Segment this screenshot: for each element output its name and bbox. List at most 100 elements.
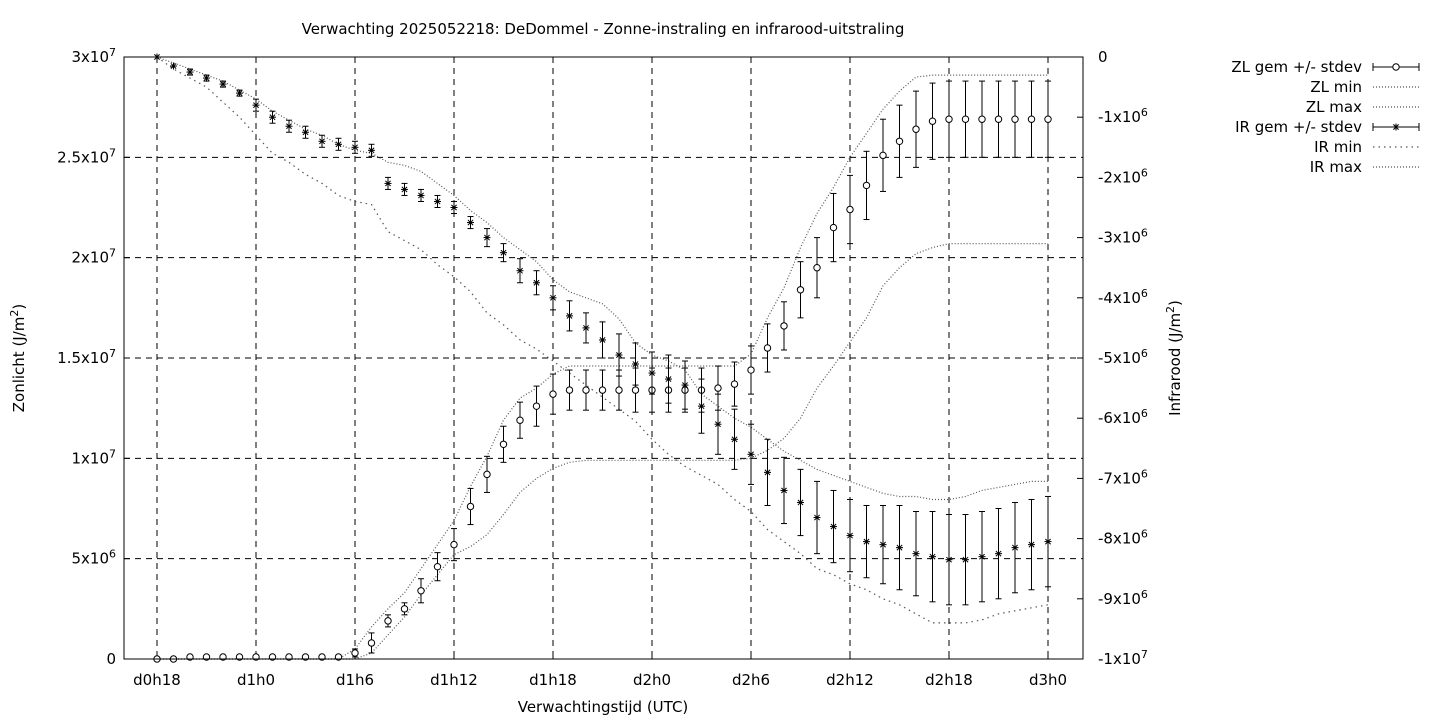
ir-mean-point bbox=[615, 351, 623, 359]
ir-mean-point bbox=[830, 523, 837, 531]
zl-mean-point bbox=[961, 115, 970, 123]
ir-mean-point bbox=[434, 197, 441, 205]
y-tick-label: 3x107 bbox=[71, 46, 116, 66]
series-layer bbox=[153, 53, 1052, 663]
y2-tick-label: -8x106 bbox=[1098, 528, 1148, 548]
ir-mean-point bbox=[813, 514, 821, 522]
zl-mean-point bbox=[928, 117, 937, 125]
zl-mean-point bbox=[384, 617, 392, 625]
ir-mean-point bbox=[681, 381, 689, 389]
y-tick-label: 0 bbox=[106, 650, 116, 668]
ir-mean-point bbox=[516, 267, 524, 275]
zl-mean-point bbox=[730, 380, 739, 388]
ir-mean-point bbox=[467, 219, 474, 227]
ir-mean-point bbox=[549, 294, 557, 302]
y2-tick-label: -1x107 bbox=[1098, 648, 1148, 668]
zl-mean-point bbox=[400, 605, 409, 613]
x-tick-label: d2h0 bbox=[633, 671, 671, 689]
ir-mean-point bbox=[533, 279, 540, 287]
ir-mean-point bbox=[599, 336, 606, 344]
plot-area-frame bbox=[123, 56, 1084, 660]
ir-mean-point bbox=[318, 137, 326, 145]
ir-max-line bbox=[156, 56, 1048, 501]
y2-tick-label: -5x106 bbox=[1098, 347, 1148, 367]
ir-mean-point bbox=[863, 538, 870, 546]
y2-tick-label: -1x106 bbox=[1098, 106, 1148, 126]
ir-mean-point bbox=[962, 556, 969, 564]
y-tick-label: 1x107 bbox=[71, 447, 116, 467]
ir-mean-point bbox=[335, 140, 342, 148]
y2-axis-label: Infrarood (J/m2) bbox=[1164, 300, 1184, 416]
ir-mean-point bbox=[384, 179, 392, 187]
ir-mean-point bbox=[236, 89, 243, 97]
ir-mean-point bbox=[186, 68, 194, 76]
zl-mean-point bbox=[565, 386, 574, 394]
ir-mean-point bbox=[929, 553, 936, 561]
zl-mean-point bbox=[367, 639, 376, 647]
zl-max-line bbox=[157, 74, 1048, 660]
ir-mean-point bbox=[978, 553, 986, 561]
ir-mean-point bbox=[368, 146, 375, 154]
ir-mean-point bbox=[1011, 544, 1019, 552]
ir-mean-point bbox=[714, 420, 722, 428]
ir-mean-point bbox=[252, 101, 260, 109]
x-axis-label: Verwachtingstijd (UTC) bbox=[518, 698, 689, 716]
axis-ticks: d0h18 d1h0 d1h6 d1h12 d1h18 d2h0 d2h6 d2h12 d2h1… bbox=[57, 46, 1148, 689]
ir-mean-point bbox=[302, 128, 309, 136]
y2-tick-label: 0 bbox=[1098, 48, 1108, 66]
x-tick-label: d1h12 bbox=[430, 671, 478, 689]
zl-mean-point bbox=[846, 205, 854, 214]
zl-mean-point bbox=[351, 649, 359, 657]
ir-mean-point bbox=[170, 62, 177, 70]
zl-mean-point bbox=[483, 470, 491, 479]
y-tick-label: 5x106 bbox=[71, 548, 116, 568]
ir-mean-point bbox=[698, 402, 705, 410]
chart-title: Verwachting 2025052218: DeDommel - Zonne… bbox=[302, 20, 905, 38]
x-tick-label: d1h0 bbox=[237, 671, 275, 689]
zl-mean-point bbox=[582, 386, 590, 394]
zl-mean-point bbox=[549, 390, 557, 398]
y-axis-label: Zonlicht (J/m2) bbox=[8, 304, 28, 413]
ir-mean-point bbox=[995, 550, 1002, 558]
zl-mean-point bbox=[862, 181, 871, 190]
zl-mean-point bbox=[796, 286, 805, 294]
zl-mean-point bbox=[945, 115, 953, 123]
zl-mean-point bbox=[895, 137, 904, 145]
x-tick-label: d3h0 bbox=[1029, 671, 1067, 689]
legend-marker bbox=[1392, 63, 1400, 71]
ir-mean-point bbox=[566, 312, 573, 320]
ir-mean-point bbox=[632, 360, 639, 368]
x-tick-label: d1h6 bbox=[336, 671, 374, 689]
ir-mean-point bbox=[780, 486, 788, 494]
ir-mean-point bbox=[797, 498, 804, 506]
legend-label: ZL max bbox=[1306, 98, 1362, 116]
zl-mean-point bbox=[499, 440, 508, 448]
zl-mean-point bbox=[1011, 115, 1019, 123]
legend-label: ZL gem +/- stdev bbox=[1231, 58, 1362, 76]
x-tick-label: d2h18 bbox=[925, 671, 973, 689]
zl-mean-point bbox=[1027, 115, 1036, 123]
ir-mean-point bbox=[351, 143, 359, 151]
zl-mean-point bbox=[912, 125, 920, 133]
zl-mean-point bbox=[829, 223, 838, 232]
zl-mean-point bbox=[532, 402, 541, 410]
ir-mean-point bbox=[1044, 538, 1052, 546]
x-tick-label: d2h6 bbox=[732, 671, 770, 689]
zl-mean-point bbox=[994, 115, 1003, 123]
zl-mean-point bbox=[433, 562, 442, 571]
zl-mean-point bbox=[763, 344, 772, 352]
zl-mean-point bbox=[978, 115, 986, 123]
zl-mean-point bbox=[516, 416, 524, 424]
legend: ZL gem +/- stdev ZL min ZL max IR gem +/- s… bbox=[1231, 58, 1420, 176]
ir-mean-point bbox=[417, 191, 425, 199]
ir-mean-point bbox=[500, 249, 507, 257]
ir-mean-point bbox=[582, 324, 590, 332]
legend-label: IR min bbox=[1314, 138, 1362, 156]
zl-mean-point bbox=[813, 264, 821, 272]
y2-tick-label: -3x106 bbox=[1098, 227, 1148, 247]
ir-mean-point bbox=[896, 544, 903, 552]
legend-label: IR max bbox=[1310, 158, 1362, 176]
zl-mean-point bbox=[450, 540, 458, 549]
ir-mean-point bbox=[450, 204, 458, 211]
